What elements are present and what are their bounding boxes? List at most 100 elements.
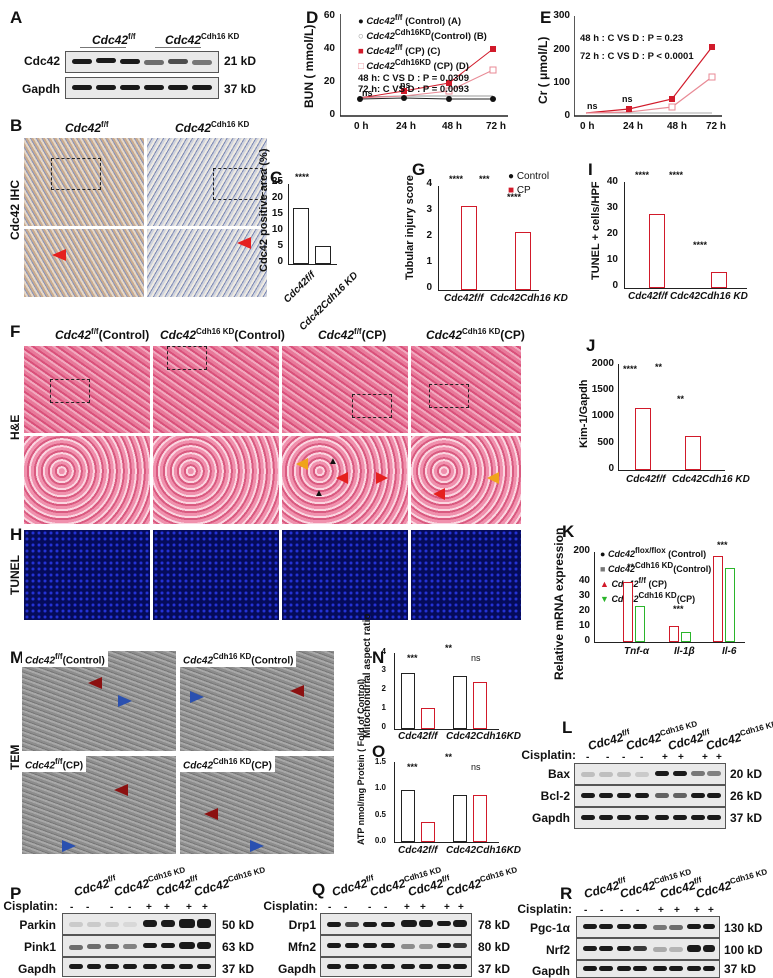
tick: 0	[608, 463, 614, 474]
xcat: Cdc42Cdh16 KD	[490, 293, 568, 304]
stat-line: 48 h: C VS D : P = 0.0309	[358, 72, 469, 84]
bar-g-ff-cp	[461, 206, 477, 290]
tem-image-ff-cp: Cdc42f/f(CP)	[22, 756, 176, 854]
wb-kd: 100 kD	[724, 943, 763, 957]
blot-pink1	[62, 935, 216, 957]
cisplatin-label: Cisplatin:	[3, 899, 58, 913]
wb-a-kd: 21 kD	[224, 54, 257, 68]
panel-label-q: Q	[312, 880, 326, 899]
bar-c-ff	[293, 208, 309, 264]
tunel-image-ff-control	[24, 530, 150, 620]
wb-group: Cdc42Cdh16 KD	[694, 867, 769, 901]
xcat: Cdc42f/f	[281, 269, 318, 306]
he-image-ff-cp-low	[282, 346, 408, 433]
panel-label-a: A	[10, 8, 23, 27]
ihc-image-kd-low	[147, 138, 267, 226]
wb-group: Cdc42Cdh16 KD	[444, 865, 519, 899]
wb-row-label: Pgc-1α	[529, 921, 570, 935]
wb-row-label: Gapdh	[278, 962, 316, 976]
tick: 20	[271, 192, 283, 203]
tick: 200	[553, 44, 570, 55]
bar-g-kd-cp	[515, 232, 531, 290]
tick: 30	[606, 202, 618, 213]
tunel-side-label: TUNEL	[8, 555, 22, 595]
chart-n-axes: *** ** ns	[394, 643, 499, 730]
blot-gapdh-q	[320, 957, 472, 977]
tem-image-kd-cp: Cdc42Cdh16 KD(CP)	[180, 756, 334, 854]
he-image-ff-control-high	[24, 436, 150, 524]
tick: 0	[564, 110, 570, 121]
wb-a-row-label: Gapdh	[22, 82, 60, 96]
chart-d-ylabel: BUN ( mmol/L)	[302, 24, 316, 108]
red-arrow-icon	[52, 249, 66, 261]
panel-label-e: E	[540, 8, 552, 27]
tick: 20	[323, 76, 335, 87]
tick: 1000	[591, 410, 614, 421]
panel-label-r: R	[560, 884, 573, 903]
tunel-image-kd-cp	[411, 530, 521, 620]
he-image-kd-control-high	[153, 436, 279, 524]
blot-parkin	[62, 913, 216, 935]
blot-gapdh-l	[574, 807, 726, 829]
he-col-title: Cdc42f/f(CP)	[318, 327, 387, 342]
tick: 40	[606, 176, 618, 187]
legend-item: ○ Cdc42Cdh16KD(Control) (B)	[358, 28, 487, 43]
tick: 1	[426, 256, 432, 267]
wb-group: Cdc42f/f	[72, 873, 117, 899]
chart-d-plot	[340, 14, 508, 117]
he-image-ff-control-low	[24, 346, 150, 433]
panel-label-o: O	[372, 742, 386, 761]
xcat: Cdc42f/f	[626, 474, 666, 485]
tick: 2	[426, 230, 432, 241]
panel-label-n: N	[372, 648, 385, 667]
blot-pgc1a	[576, 916, 720, 938]
tick: 40	[578, 575, 590, 586]
panel-label-k: K	[562, 522, 575, 541]
panel-label-f: F	[10, 322, 21, 341]
tick: 4	[426, 178, 432, 189]
he-image-kd-cp-low	[411, 346, 521, 433]
tick: 0	[612, 280, 618, 291]
tick: 0	[277, 256, 283, 267]
tick: 200	[573, 545, 590, 556]
tick: 60	[323, 10, 335, 21]
tick: 10	[578, 620, 590, 631]
ns-label: ns	[400, 80, 411, 90]
wb-kd: 37 kD	[724, 962, 757, 976]
red-arrow-icon	[237, 237, 251, 249]
chart-c-axes: ****	[288, 172, 337, 265]
wb-row-label: Bax	[547, 767, 570, 781]
wb-a-group-kd: Cdc42Cdh16 KD	[165, 32, 240, 47]
stat-line: 72 h: C VS D : P = 0.0093	[358, 83, 469, 95]
wb-kd: 20 kD	[730, 767, 763, 781]
panel-label-g: G	[412, 160, 426, 179]
bar-j-kd-cp	[685, 436, 701, 470]
wb-kd: 80 kD	[478, 940, 511, 954]
wb-kd: 78 kD	[478, 918, 511, 932]
sig-c: ****	[295, 172, 310, 182]
wb-a-kd: 37 kD	[224, 82, 257, 96]
wb-row-label: Pink1	[23, 940, 56, 954]
wb-row-label: Gapdh	[18, 962, 56, 976]
he-col-title: Cdc42Cdh16 KD(CP)	[426, 327, 525, 342]
dark-red-arrow-icon	[88, 677, 102, 689]
he-side-label: H&E	[8, 414, 22, 440]
blue-arrow-icon	[250, 840, 264, 852]
tick: 0	[381, 722, 386, 731]
blot-gapdh	[65, 77, 219, 99]
chart-d-legend: ● Cdc42f/f (Control) (A) ○ Cdc42Cdh16KD(…	[358, 12, 487, 95]
tick: 1.0	[374, 783, 386, 792]
xcat: Cdc42Cdh16KD	[446, 731, 522, 742]
triangle-marker-icon: ▲	[314, 488, 324, 499]
red-arrow-icon	[336, 472, 348, 484]
panel-label-m: M	[10, 648, 25, 667]
tick: 10	[271, 224, 283, 235]
tick: 0.0	[374, 836, 386, 845]
wb-kd: 50 kD	[222, 918, 255, 932]
wb-kd: 37 kD	[222, 962, 255, 976]
blue-arrow-icon	[190, 691, 204, 703]
tem-side-label: TEM	[8, 744, 22, 770]
he-image-kd-control-low	[153, 346, 279, 433]
wb-a-group-ff: Cdc42f/f	[92, 32, 136, 47]
xcat: Cdc42f/f	[398, 845, 438, 856]
